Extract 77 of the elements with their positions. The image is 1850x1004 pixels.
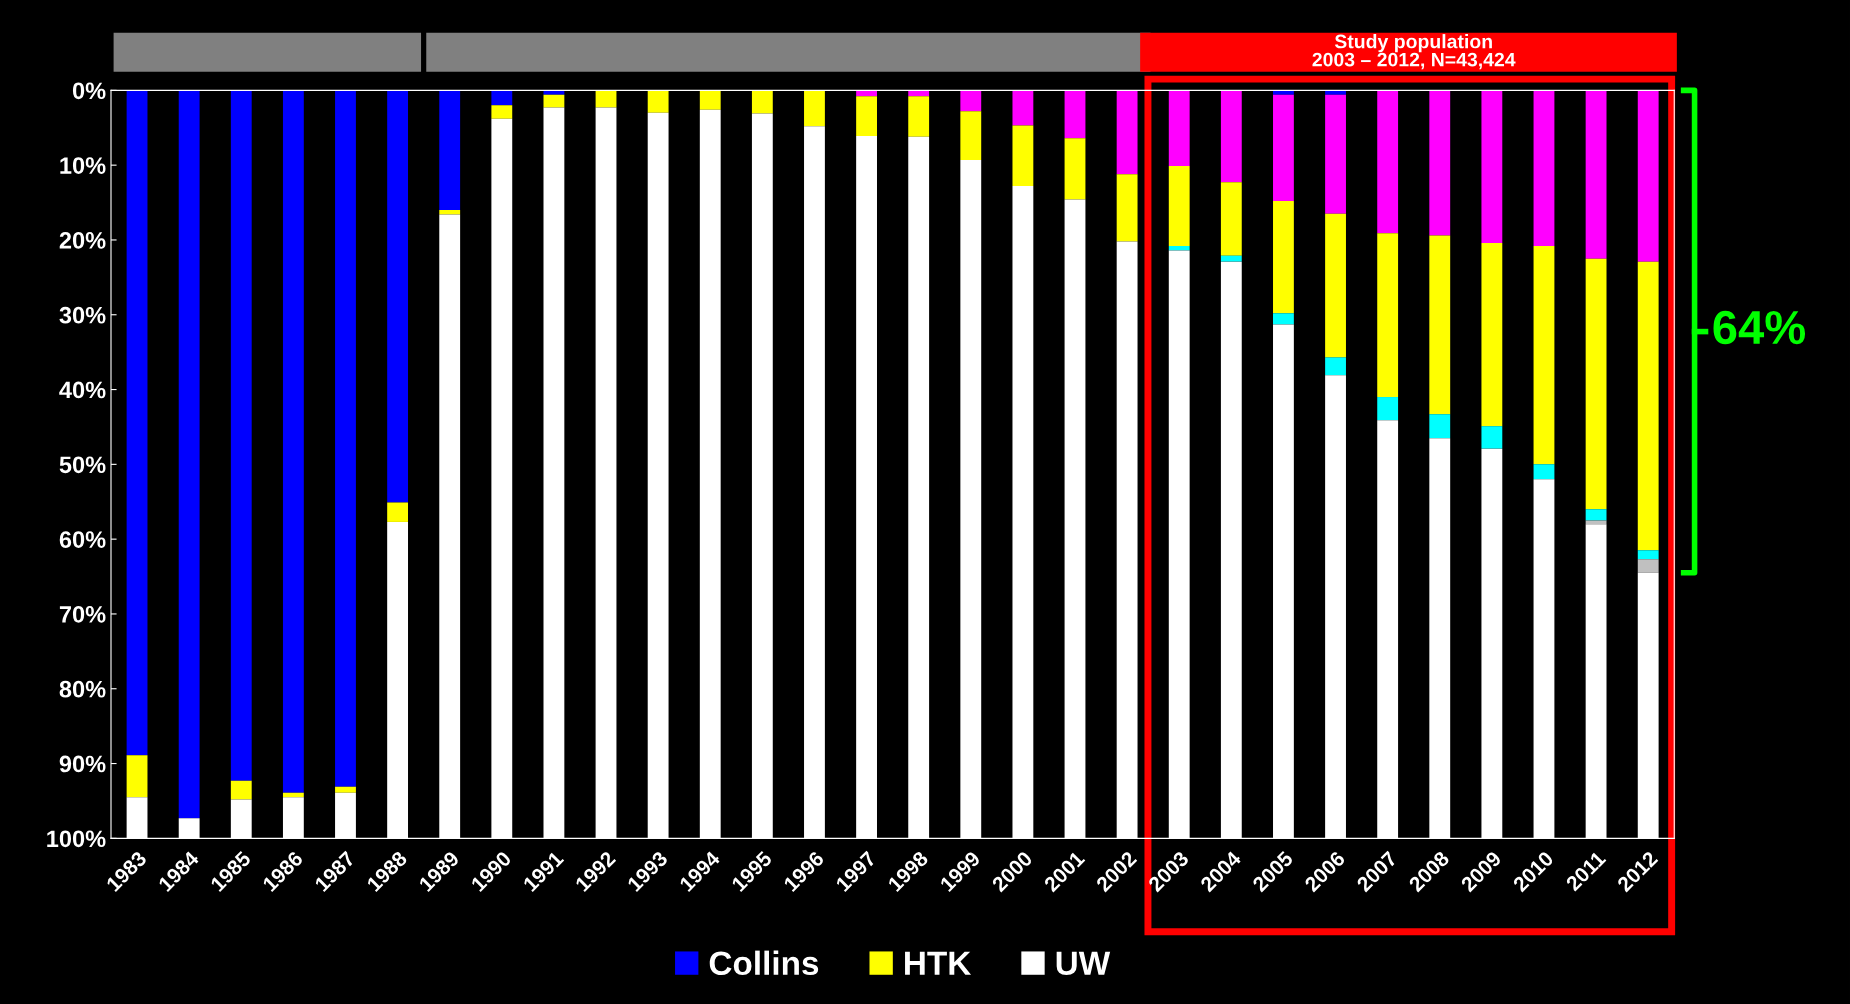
bar	[491, 90, 513, 106]
y-tick-label: 70%	[59, 606, 106, 623]
bar	[1637, 261, 1659, 551]
bar	[960, 90, 982, 112]
bar	[1325, 94, 1346, 214]
legend-label: UW	[1056, 951, 1111, 976]
bar	[543, 94, 565, 108]
y-tick-label: 30%	[59, 306, 106, 324]
y-tick-label: 40%	[59, 381, 106, 399]
bar	[1012, 125, 1034, 187]
bar	[230, 90, 252, 781]
bar	[1273, 201, 1294, 314]
bar	[1533, 90, 1555, 246]
bar	[126, 90, 148, 756]
bar	[1377, 397, 1399, 421]
bar	[335, 786, 356, 793]
bar	[1116, 174, 1138, 242]
bar	[1273, 313, 1294, 325]
legend-label: Collins	[709, 950, 819, 976]
bar	[1377, 90, 1399, 234]
bar	[387, 90, 409, 503]
bar	[699, 90, 721, 110]
bar	[1481, 426, 1503, 449]
bar	[1064, 138, 1086, 200]
bar	[856, 96, 877, 136]
bar	[1220, 90, 1242, 183]
bar	[335, 90, 356, 787]
bar	[1481, 242, 1503, 427]
bar	[751, 90, 773, 114]
bar	[1273, 94, 1294, 202]
y-tick-label: 80%	[59, 680, 106, 698]
bar	[647, 90, 669, 113]
bar	[960, 111, 982, 160]
bar	[595, 90, 617, 108]
bar	[1377, 233, 1399, 398]
bar	[1064, 90, 1086, 139]
bar	[387, 502, 409, 522]
bar	[804, 90, 825, 127]
bar	[1325, 213, 1346, 358]
text: Study population 2003 – 2012, N=43,424	[1312, 34, 1516, 70]
bar	[1220, 182, 1242, 256]
bar	[1220, 255, 1242, 262]
bar	[282, 90, 304, 793]
bar	[1533, 464, 1555, 480]
bar	[1533, 245, 1555, 465]
bar	[1585, 520, 1607, 525]
bar	[1012, 90, 1034, 126]
bar	[1168, 165, 1190, 246]
bar	[1481, 90, 1503, 243]
bar	[1637, 90, 1659, 262]
legend-label: HTK	[905, 951, 972, 975]
bar	[1325, 357, 1346, 376]
bar	[1116, 90, 1138, 175]
bar	[439, 90, 461, 211]
y-tick-label: 90%	[59, 755, 106, 773]
bar	[1429, 235, 1451, 415]
bar	[230, 780, 252, 800]
bar	[1637, 559, 1659, 573]
bar	[491, 105, 513, 119]
y-tick-label: 100%	[47, 830, 106, 848]
y-tick-label: 0%	[72, 82, 106, 100]
bar	[1429, 414, 1451, 439]
y-tick-label: 60%	[59, 531, 106, 548]
y-tick-label: 50%	[59, 456, 106, 474]
bar	[1585, 258, 1607, 510]
bar	[1168, 90, 1190, 166]
y-tick-label: 20%	[59, 232, 106, 249]
bar	[178, 90, 200, 819]
bar	[126, 755, 148, 798]
bar	[1637, 550, 1659, 560]
bar	[1585, 509, 1607, 521]
bar	[908, 96, 930, 137]
bar	[1429, 90, 1451, 236]
text: 64%	[1713, 310, 1806, 345]
bar	[1585, 90, 1607, 259]
bar	[439, 210, 461, 215]
y-tick-label: 10%	[60, 157, 106, 174]
